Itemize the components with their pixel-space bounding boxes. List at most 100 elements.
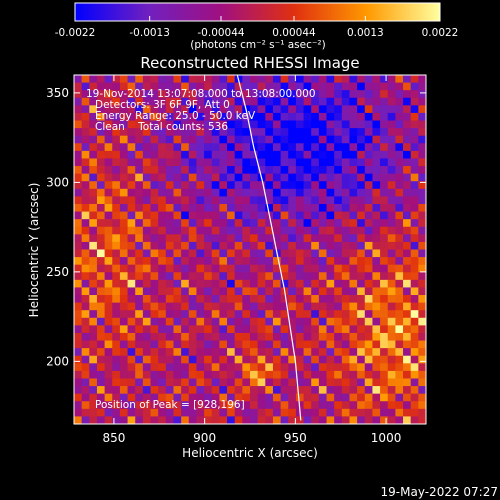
heatmap-cell — [165, 75, 174, 83]
heatmap-cell — [349, 75, 358, 83]
heatmap-cell — [341, 393, 350, 402]
heatmap-cell — [211, 158, 220, 167]
heatmap-cell — [403, 257, 412, 266]
heatmap-cell — [311, 378, 320, 387]
heatmap-cell — [112, 393, 121, 402]
heatmap-cell — [334, 135, 343, 144]
heatmap-cell — [81, 378, 90, 387]
heatmap-cell — [158, 166, 167, 175]
heatmap-cell — [104, 143, 113, 152]
heatmap-cell — [74, 393, 83, 402]
heatmap-cell — [173, 393, 182, 402]
heatmap-cell — [380, 302, 389, 311]
heatmap-cell — [74, 295, 83, 304]
heatmap-cell — [349, 90, 358, 99]
heatmap-cell — [349, 143, 358, 152]
heatmap-cell — [89, 135, 98, 144]
heatmap-cell — [341, 226, 350, 235]
heatmap-cell — [349, 188, 358, 197]
heatmap-cell — [188, 287, 197, 296]
heatmap-cell — [127, 348, 136, 357]
heatmap-cell — [142, 120, 151, 129]
heatmap-cell — [142, 287, 151, 296]
heatmap-cell — [96, 348, 106, 357]
heatmap-cell — [81, 188, 90, 197]
heatmap-cell — [135, 393, 144, 402]
heatmap-cell — [165, 112, 174, 121]
heatmap-cell — [211, 112, 220, 121]
heatmap-cell — [372, 272, 381, 281]
heatmap-cell — [357, 363, 366, 372]
heatmap-cell — [74, 287, 83, 296]
heatmap-cell — [173, 82, 182, 91]
heatmap-cell — [89, 143, 98, 152]
heatmap-cell — [135, 234, 144, 243]
x-tick-label: 900 — [193, 431, 216, 445]
heatmap-cell — [272, 128, 282, 137]
heatmap-cell — [96, 302, 106, 311]
heatmap-cell — [280, 241, 289, 250]
heatmap-cell — [234, 158, 243, 167]
heatmap-cell — [280, 393, 289, 402]
heatmap-cell — [280, 135, 289, 144]
heatmap-cell — [418, 128, 426, 137]
heatmap-cell — [219, 386, 228, 395]
heatmap-cell — [196, 196, 205, 205]
heatmap-cell — [341, 82, 350, 91]
heatmap-cell — [112, 75, 121, 83]
heatmap-cell — [272, 173, 282, 182]
heatmap-cell — [142, 393, 151, 402]
heatmap-cell — [418, 188, 426, 197]
heatmap-cell — [265, 112, 274, 121]
heatmap-cell — [364, 226, 373, 235]
heatmap-cell — [119, 226, 128, 235]
heatmap-cell — [303, 90, 312, 99]
heatmap-cell — [234, 241, 243, 250]
heatmap-cell — [380, 143, 389, 152]
heatmap-cell — [311, 386, 320, 395]
heatmap-cell — [318, 158, 327, 167]
heatmap-cell — [410, 279, 419, 288]
heatmap-cell — [395, 408, 404, 417]
heatmap-cell — [326, 348, 335, 357]
heatmap-cell — [364, 332, 373, 341]
heatmap-cell — [188, 249, 197, 258]
heatmap-cell — [272, 310, 282, 319]
heatmap-cell — [349, 370, 358, 379]
heatmap-cell — [119, 370, 128, 379]
heatmap-cell — [387, 90, 396, 99]
heatmap-cell — [135, 249, 144, 258]
colorbar-tick-label: 0.0022 — [422, 27, 459, 39]
heatmap-cell — [135, 143, 144, 152]
colorbar-tick-label: 0.00044 — [272, 27, 316, 39]
heatmap-cell — [295, 211, 304, 220]
heatmap-cell — [288, 332, 297, 341]
heatmap-cell — [173, 143, 182, 152]
heatmap-cell — [104, 340, 113, 349]
heatmap-cell — [288, 272, 297, 281]
heatmap-cell — [119, 279, 128, 288]
heatmap-cell — [395, 82, 404, 91]
heatmap-cell — [349, 302, 358, 311]
heatmap-cell — [380, 363, 389, 372]
heatmap-cell — [104, 325, 113, 334]
heatmap-cell — [196, 203, 205, 212]
heatmap-cell — [295, 332, 304, 341]
heatmap-cell — [387, 158, 396, 167]
heatmap-cell — [380, 219, 389, 228]
heatmap-cell — [250, 272, 259, 281]
heatmap-cell — [219, 158, 228, 167]
heatmap-cell — [380, 378, 389, 387]
heatmap-cell — [395, 264, 404, 273]
heatmap-cell — [288, 393, 297, 402]
heatmap-cell — [272, 181, 282, 190]
heatmap-cell — [196, 272, 205, 281]
heatmap-cell — [257, 196, 266, 205]
heatmap-cell — [357, 75, 366, 83]
heatmap-cell — [127, 188, 136, 197]
heatmap-cell — [204, 234, 213, 243]
heatmap-cell — [288, 325, 297, 334]
heatmap-cell — [234, 82, 243, 91]
heatmap-cell — [288, 158, 297, 167]
heatmap-cell — [112, 241, 121, 250]
